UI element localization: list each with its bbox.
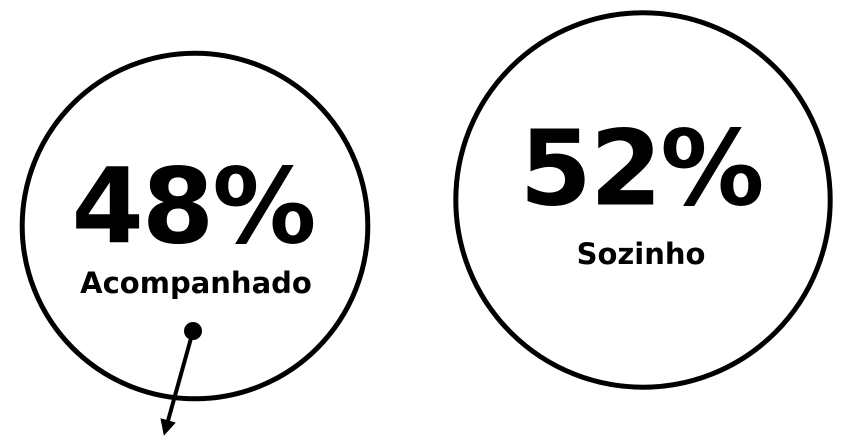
bubble [453,10,833,390]
category-label: Sozinho [577,237,706,271]
category-label: Acompanhado [80,266,312,300]
pointer-arrow [160,330,195,436]
value-label: 52% [520,107,763,229]
bubble [19,50,371,402]
value-label: 48% [72,145,315,267]
